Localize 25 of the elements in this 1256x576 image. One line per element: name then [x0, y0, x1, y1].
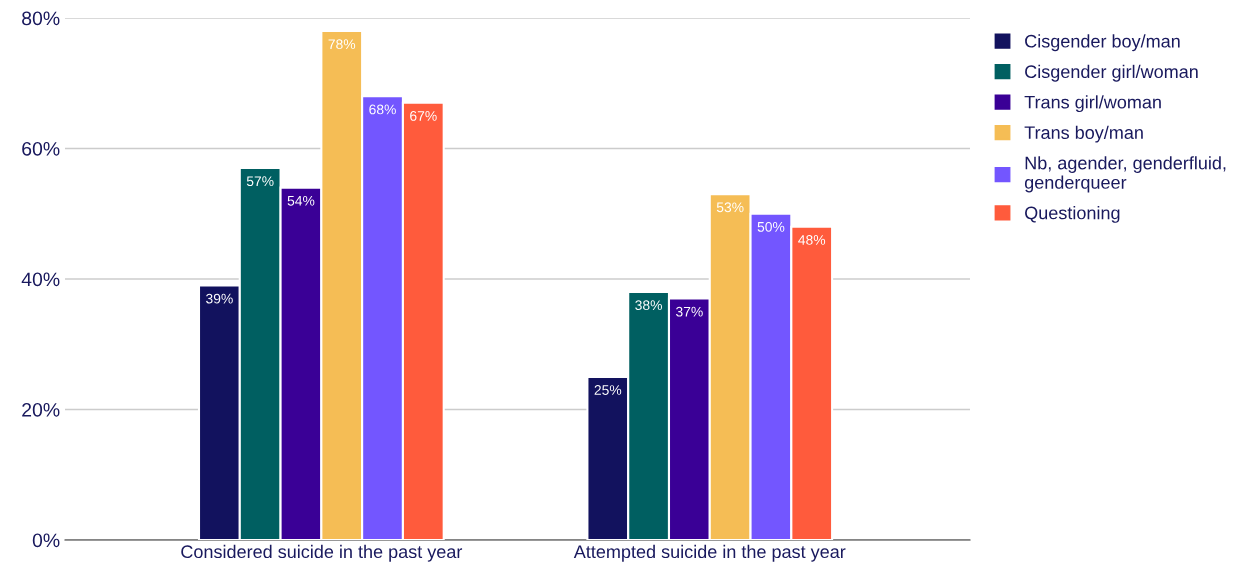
- data-label: 37%: [676, 306, 703, 317]
- y-tick-label: 40%: [21, 272, 60, 287]
- data-label: 54%: [287, 195, 315, 206]
- legend-label: Cisgender girl/woman: [1025, 64, 1198, 82]
- x-tick-label: Attempted suicide in the past year: [573, 544, 846, 562]
- data-label: 68%: [369, 104, 396, 115]
- data-label: 25%: [594, 385, 622, 395]
- x-tick-label: Considered suicide in the past year: [181, 544, 463, 562]
- legend-label: Cisgender boy/man: [1025, 34, 1180, 52]
- y-tick-label: 0%: [32, 533, 60, 548]
- y-tick-label: 20%: [22, 402, 60, 417]
- data-label: 38%: [635, 300, 662, 311]
- legend-label: Questioning: [1025, 206, 1120, 223]
- data-label: 57%: [246, 176, 274, 187]
- legend-label: Trans boy/man: [1024, 125, 1143, 143]
- y-tick-label: 80%: [22, 11, 60, 26]
- data-label: 39%: [206, 293, 233, 304]
- legend-label: Trans girl/woman: [1024, 95, 1161, 113]
- data-label: 78%: [328, 39, 356, 50]
- legend-label: Nb, agender, genderfluid, genderqueer: [1024, 156, 1226, 193]
- data-label: 53%: [716, 202, 744, 213]
- y-tick-label: 60%: [22, 141, 60, 156]
- data-label: 67%: [410, 111, 437, 121]
- data-label: 50%: [757, 221, 785, 232]
- data-label: 48%: [798, 235, 826, 245]
